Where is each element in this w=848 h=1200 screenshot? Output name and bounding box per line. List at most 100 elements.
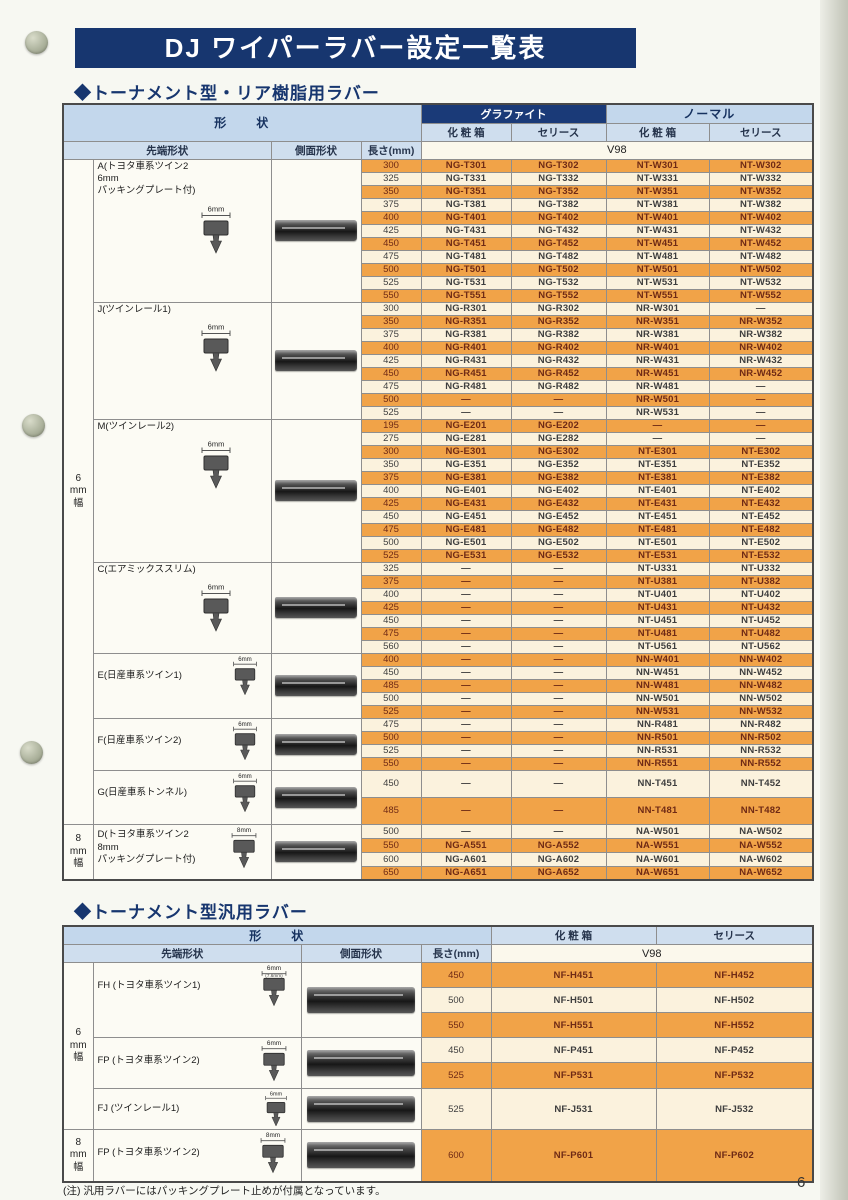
- part-number-cell: —: [510, 717, 607, 732]
- part-number-cell: NT-W301: [605, 158, 710, 173]
- part-number-cell: —: [420, 652, 512, 667]
- width-band-label: 6 mm 幅: [62, 962, 94, 1130]
- page-number: 6: [797, 1174, 806, 1191]
- part-number-cell: NN-W531: [605, 704, 710, 719]
- part-number-cell: NG-A652: [510, 865, 607, 881]
- part-number-cell: NG-T381: [420, 197, 512, 212]
- column-header-box: 化 粧 箱: [420, 122, 512, 142]
- group-label: FP (トヨタ車系ツイン2): [97, 1055, 200, 1067]
- part-number-cell: NF-H501: [490, 987, 657, 1013]
- part-number-cell: NN-T451: [605, 769, 710, 798]
- tip-width-label: 6mm: [207, 439, 224, 448]
- group-side-shape-cell: [270, 652, 362, 719]
- part-number-cell: NR-W352: [708, 314, 814, 329]
- part-number-cell: NG-E452: [510, 509, 607, 524]
- length-cell: 525: [360, 275, 422, 290]
- part-number-cell: NT-E382: [708, 470, 814, 485]
- part-number-cell: NG-T401: [420, 210, 512, 225]
- group-tip-shape-cell: M(ツインレール2) 6mm: [92, 418, 272, 563]
- tip-width-label: 6mm: [266, 965, 280, 972]
- length-cell: 500: [360, 392, 422, 407]
- group-label: FP (トヨタ車系ツイン2): [97, 1147, 200, 1159]
- tip-shape-icon: 6mm: [232, 720, 257, 760]
- part-number-cell: NG-E302: [510, 444, 607, 459]
- side-profile-image: [275, 675, 357, 696]
- length-cell: 485: [360, 678, 422, 693]
- part-number-cell: NG-E382: [510, 470, 607, 485]
- part-number-cell: NF-P601: [490, 1129, 657, 1182]
- tip-shape-icon: 8mm: [231, 827, 256, 868]
- part-number-cell: NT-W502: [708, 262, 814, 277]
- part-number-cell: —: [708, 431, 814, 446]
- part-number-cell: —: [420, 392, 512, 407]
- part-number-cell: NT-U401: [605, 587, 710, 602]
- part-number-cell: NR-W432: [708, 353, 814, 368]
- part-number-cell: NG-T552: [510, 288, 607, 303]
- part-number-cell: NR-W381: [605, 327, 710, 342]
- length-cell: 450: [360, 366, 422, 381]
- part-number-cell: NG-T352: [510, 184, 607, 199]
- part-number-cell: NT-W332: [708, 171, 814, 186]
- side-profile-image: [307, 987, 415, 1013]
- part-number-cell: NG-R351: [420, 314, 512, 329]
- part-number-cell: NT-W481: [605, 249, 710, 264]
- group-side-shape-cell: [270, 418, 362, 563]
- part-number-cell: NG-E502: [510, 535, 607, 550]
- part-number-cell: —: [708, 405, 814, 420]
- length-cell: 500: [420, 987, 492, 1013]
- part-number-cell: NG-T351: [420, 184, 512, 199]
- length-cell: 425: [360, 353, 422, 368]
- section-title-general: ◆トーナメント型汎用ラバー: [74, 903, 308, 922]
- part-number-cell: —: [510, 392, 607, 407]
- part-number-cell: NT-W432: [708, 223, 814, 238]
- length-cell: 375: [360, 327, 422, 342]
- part-number-cell: NN-T452: [708, 769, 814, 798]
- length-cell: 450: [360, 236, 422, 251]
- part-number-cell: NT-W501: [605, 262, 710, 277]
- general-table-body: 6 mm 幅 FH (トヨタ車系ツイン1) 6mm (7.6mm) 450 NF-H451 NF…: [62, 962, 814, 1182]
- length-cell: 485: [360, 796, 422, 825]
- width-band-label: 8 mm 幅: [62, 823, 94, 881]
- part-number-cell: NG-R302: [510, 301, 607, 316]
- part-number-cell: NR-W501: [605, 392, 710, 407]
- part-number-cell: NT-W401: [605, 210, 710, 225]
- length-cell: 375: [360, 470, 422, 485]
- part-number-cell: NG-T482: [510, 249, 607, 264]
- part-number-cell: NG-R381: [420, 327, 512, 342]
- tip-width-label: 6mm: [266, 1040, 280, 1047]
- part-number-cell: NG-E351: [420, 457, 512, 472]
- group-side-shape-cell: [300, 1129, 422, 1182]
- length-cell: 550: [360, 288, 422, 303]
- length-cell: 525: [420, 1062, 492, 1089]
- part-number-cell: NT-U381: [605, 574, 710, 589]
- tip-width-label: 6mm: [207, 582, 224, 591]
- part-number-cell: NG-E431: [420, 496, 512, 511]
- column-header-cellophane: セリース: [655, 925, 814, 945]
- length-cell: 450: [420, 962, 492, 988]
- part-number-cell: —: [420, 639, 512, 654]
- part-number-cell: —: [510, 639, 607, 654]
- part-number-cell: NG-R431: [420, 353, 512, 368]
- group-tip-shape-cell: G(日産車系トンネル) 6mm: [92, 769, 272, 825]
- part-number-cell: NG-R481: [420, 379, 512, 394]
- part-number-cell: NN-R502: [708, 730, 814, 745]
- group-label: E(日産車系ツイン1): [97, 669, 182, 681]
- part-number-cell: NG-E381: [420, 470, 512, 485]
- part-number-cell: NR-W401: [605, 340, 710, 355]
- part-number-cell: NG-E432: [510, 496, 607, 511]
- part-number-cell: NT-E452: [708, 509, 814, 524]
- column-header-side-shape: 側面形状: [270, 140, 362, 160]
- part-number-cell: NF-H551: [490, 1012, 657, 1038]
- part-number-cell: NF-P451: [490, 1037, 657, 1063]
- length-cell: 650: [360, 865, 422, 881]
- part-number-cell: NN-W401: [605, 652, 710, 667]
- part-number-cell: NN-W502: [708, 691, 814, 706]
- group-side-shape-cell: [300, 1088, 422, 1130]
- part-number-cell: —: [510, 756, 607, 771]
- group-side-shape-cell: [300, 1037, 422, 1089]
- column-header-shape: 形 状: [62, 925, 492, 945]
- part-number-cell: NG-T331: [420, 171, 512, 186]
- part-number-cell: NG-R382: [510, 327, 607, 342]
- length-cell: 600: [360, 851, 422, 867]
- general-rubber-table: 形 状 化 粧 箱 セリース 先端形状 側面形状 長さ(mm) V98 6 mm 幅…: [62, 925, 815, 1183]
